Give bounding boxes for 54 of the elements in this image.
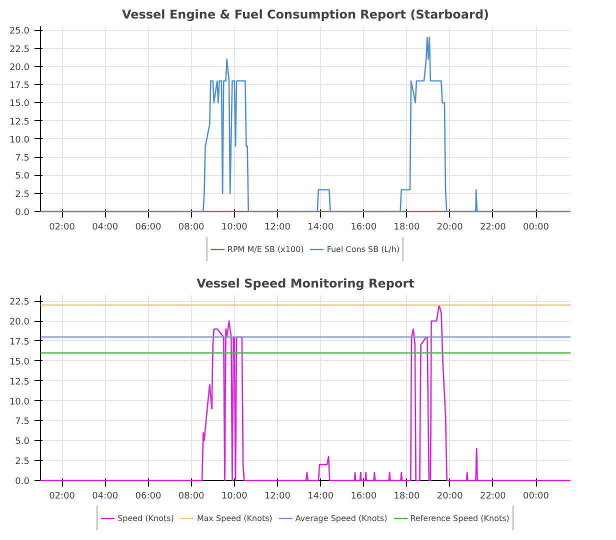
x-tick-label: 16:00 <box>350 222 377 232</box>
x-tick-label: 22:00 <box>480 492 506 502</box>
x-tick-label: 12:00 <box>264 222 291 232</box>
x-tick-label: 04:00 <box>92 222 118 232</box>
x-tick-label: 06:00 <box>135 492 162 502</box>
y-tick-label: 15.0 <box>9 357 30 368</box>
y-tick-label: 0.0 <box>15 477 30 487</box>
x-tick-label: 22:00 <box>480 222 506 232</box>
chart-title: Vessel Speed Monitoring Report <box>196 276 415 290</box>
y-tick-label: 12.5 <box>9 117 30 128</box>
x-tick-label: 14:00 <box>308 492 334 502</box>
y-tick-label: 2.5 <box>15 457 30 468</box>
x-tick-label: 06:00 <box>135 222 162 232</box>
y-tick-label: 0.0 <box>15 208 30 218</box>
x-tick-label: 12:00 <box>264 492 291 502</box>
legend-label: RPM M/E SB (x100) <box>227 244 304 254</box>
legend-label: Speed (Knots) <box>118 514 174 522</box>
y-tick-label: 7.5 <box>15 154 30 164</box>
y-tick-label: 15.0 <box>9 99 30 110</box>
legend-label: Max Speed (Knots) <box>196 514 272 522</box>
y-tick-label: 20.0 <box>9 62 30 73</box>
y-tick-label: 12.5 <box>9 377 30 388</box>
y-tick-label: 25.0 <box>9 26 30 37</box>
chart-title: Vessel Engine & Fuel Consumption Report (Starboard) <box>122 8 490 22</box>
x-tick-label: 14:00 <box>308 222 334 232</box>
x-tick-label: 20:00 <box>436 222 464 232</box>
y-tick-label: 7.5 <box>15 417 30 428</box>
x-tick-label: 08:00 <box>178 492 205 502</box>
x-tick-label: 00:00 <box>523 492 550 502</box>
legend-label: Fuel Cons SB (L/h) <box>326 244 400 254</box>
y-tick-label: 22.5 <box>9 298 30 308</box>
y-tick-label: 22.5 <box>9 44 30 55</box>
x-tick-label: 02:00 <box>49 222 76 232</box>
legend-label: Average Speed (Knots) <box>295 514 388 522</box>
x-tick-label: 16:00 <box>350 492 377 502</box>
y-tick-label: 2.5 <box>15 190 30 200</box>
x-tick-label: 10:00 <box>221 492 248 502</box>
x-tick-label: 04:00 <box>92 492 118 502</box>
y-tick-label: 17.5 <box>9 81 30 92</box>
x-tick-label: 00:00 <box>523 222 550 232</box>
x-tick-label: 08:00 <box>178 222 205 232</box>
legend-label: Reference Speed (Knots) <box>410 514 510 522</box>
y-tick-label: 17.5 <box>9 337 30 348</box>
x-tick-label: 20:00 <box>436 492 464 502</box>
x-tick-label: 10:00 <box>221 222 248 232</box>
y-tick-label: 5.0 <box>15 172 30 182</box>
y-tick-label: 10.0 <box>9 397 30 408</box>
x-tick-label: 18:00 <box>394 222 420 232</box>
x-tick-label: 18:00 <box>394 492 420 502</box>
y-tick-label: 10.0 <box>9 135 30 146</box>
y-tick-label: 5.0 <box>15 437 30 448</box>
x-tick-label: 02:00 <box>49 492 76 502</box>
y-tick-label: 20.0 <box>9 318 30 328</box>
line-series <box>40 36 572 212</box>
